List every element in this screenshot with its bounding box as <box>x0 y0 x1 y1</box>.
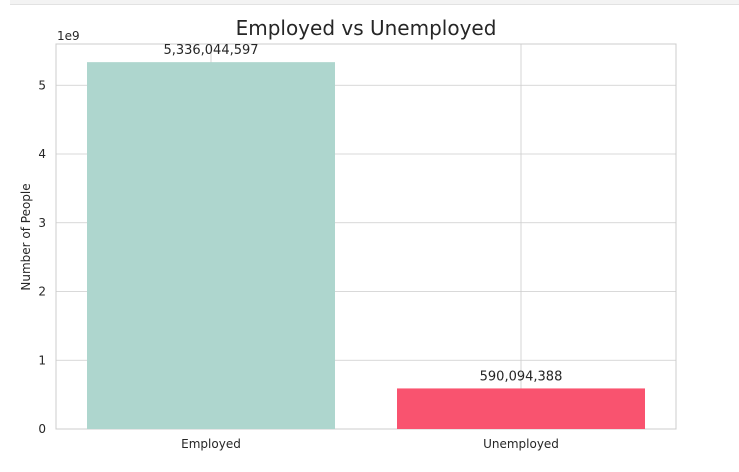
bar <box>87 62 335 429</box>
y-tick-label: 1 <box>38 353 46 367</box>
x-tick-labels: Employed Unemployed <box>181 437 559 451</box>
y-tick-label: 5 <box>38 78 46 92</box>
y-tick-label: 0 <box>38 422 46 436</box>
x-tick-label: Employed <box>181 437 241 451</box>
y-axis-offset-label: 1e9 <box>57 29 80 43</box>
y-tick-label: 2 <box>38 285 46 299</box>
y-axis-label: Number of People <box>19 183 33 290</box>
y-tick-label: 3 <box>38 216 46 230</box>
bar <box>397 388 645 429</box>
bar-value-label: 590,094,388 <box>480 369 563 384</box>
bar-value-labels: 5,336,044,597 590,094,388 <box>163 43 562 384</box>
y-tick-labels: 0 1 2 3 4 5 <box>38 78 46 436</box>
window-top-strip <box>10 0 739 5</box>
x-tick-label: Unemployed <box>483 437 559 451</box>
bar-value-label: 5,336,044,597 <box>163 43 258 58</box>
y-tick-label: 4 <box>38 147 46 161</box>
bars <box>87 62 645 429</box>
chart-title: Employed vs Unemployed <box>236 16 497 40</box>
